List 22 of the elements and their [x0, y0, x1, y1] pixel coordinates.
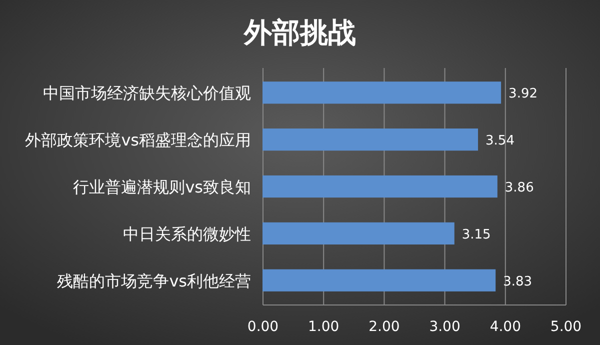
bar — [262, 82, 502, 104]
x-tick-label: 0.00 — [247, 319, 279, 335]
y-tick-label: 行业普遍潜规则vs致良知 — [73, 178, 251, 196]
data-label: 3.86 — [504, 180, 534, 196]
data-label: 3.92 — [508, 86, 538, 102]
data-label: 3.83 — [503, 274, 532, 290]
y-tick-label: 中日关系的微妙性 — [123, 224, 251, 244]
x-tick-label: 3.00 — [429, 319, 460, 335]
y-tick-label: 中国市场经济缺失核心价值观 — [43, 84, 251, 103]
bar — [262, 175, 498, 198]
y-tick-label: 残酷的市场竞争vs利他经营 — [57, 271, 251, 290]
y-tick-label: 外部政策环境vs稻盛理念的应用 — [25, 130, 251, 150]
x-tick-label: 4.00 — [490, 319, 521, 335]
chart-title: 外部挑战 — [243, 16, 356, 49]
data-label: 3.15 — [462, 227, 491, 242]
bar — [262, 128, 478, 151]
x-tick-label: 5.00 — [550, 319, 582, 335]
x-tick-label: 1.00 — [308, 319, 340, 335]
bar — [262, 269, 496, 292]
data-label: 3.54 — [486, 134, 514, 149]
bar — [262, 222, 454, 244]
x-tick-label: 2.00 — [368, 319, 400, 335]
